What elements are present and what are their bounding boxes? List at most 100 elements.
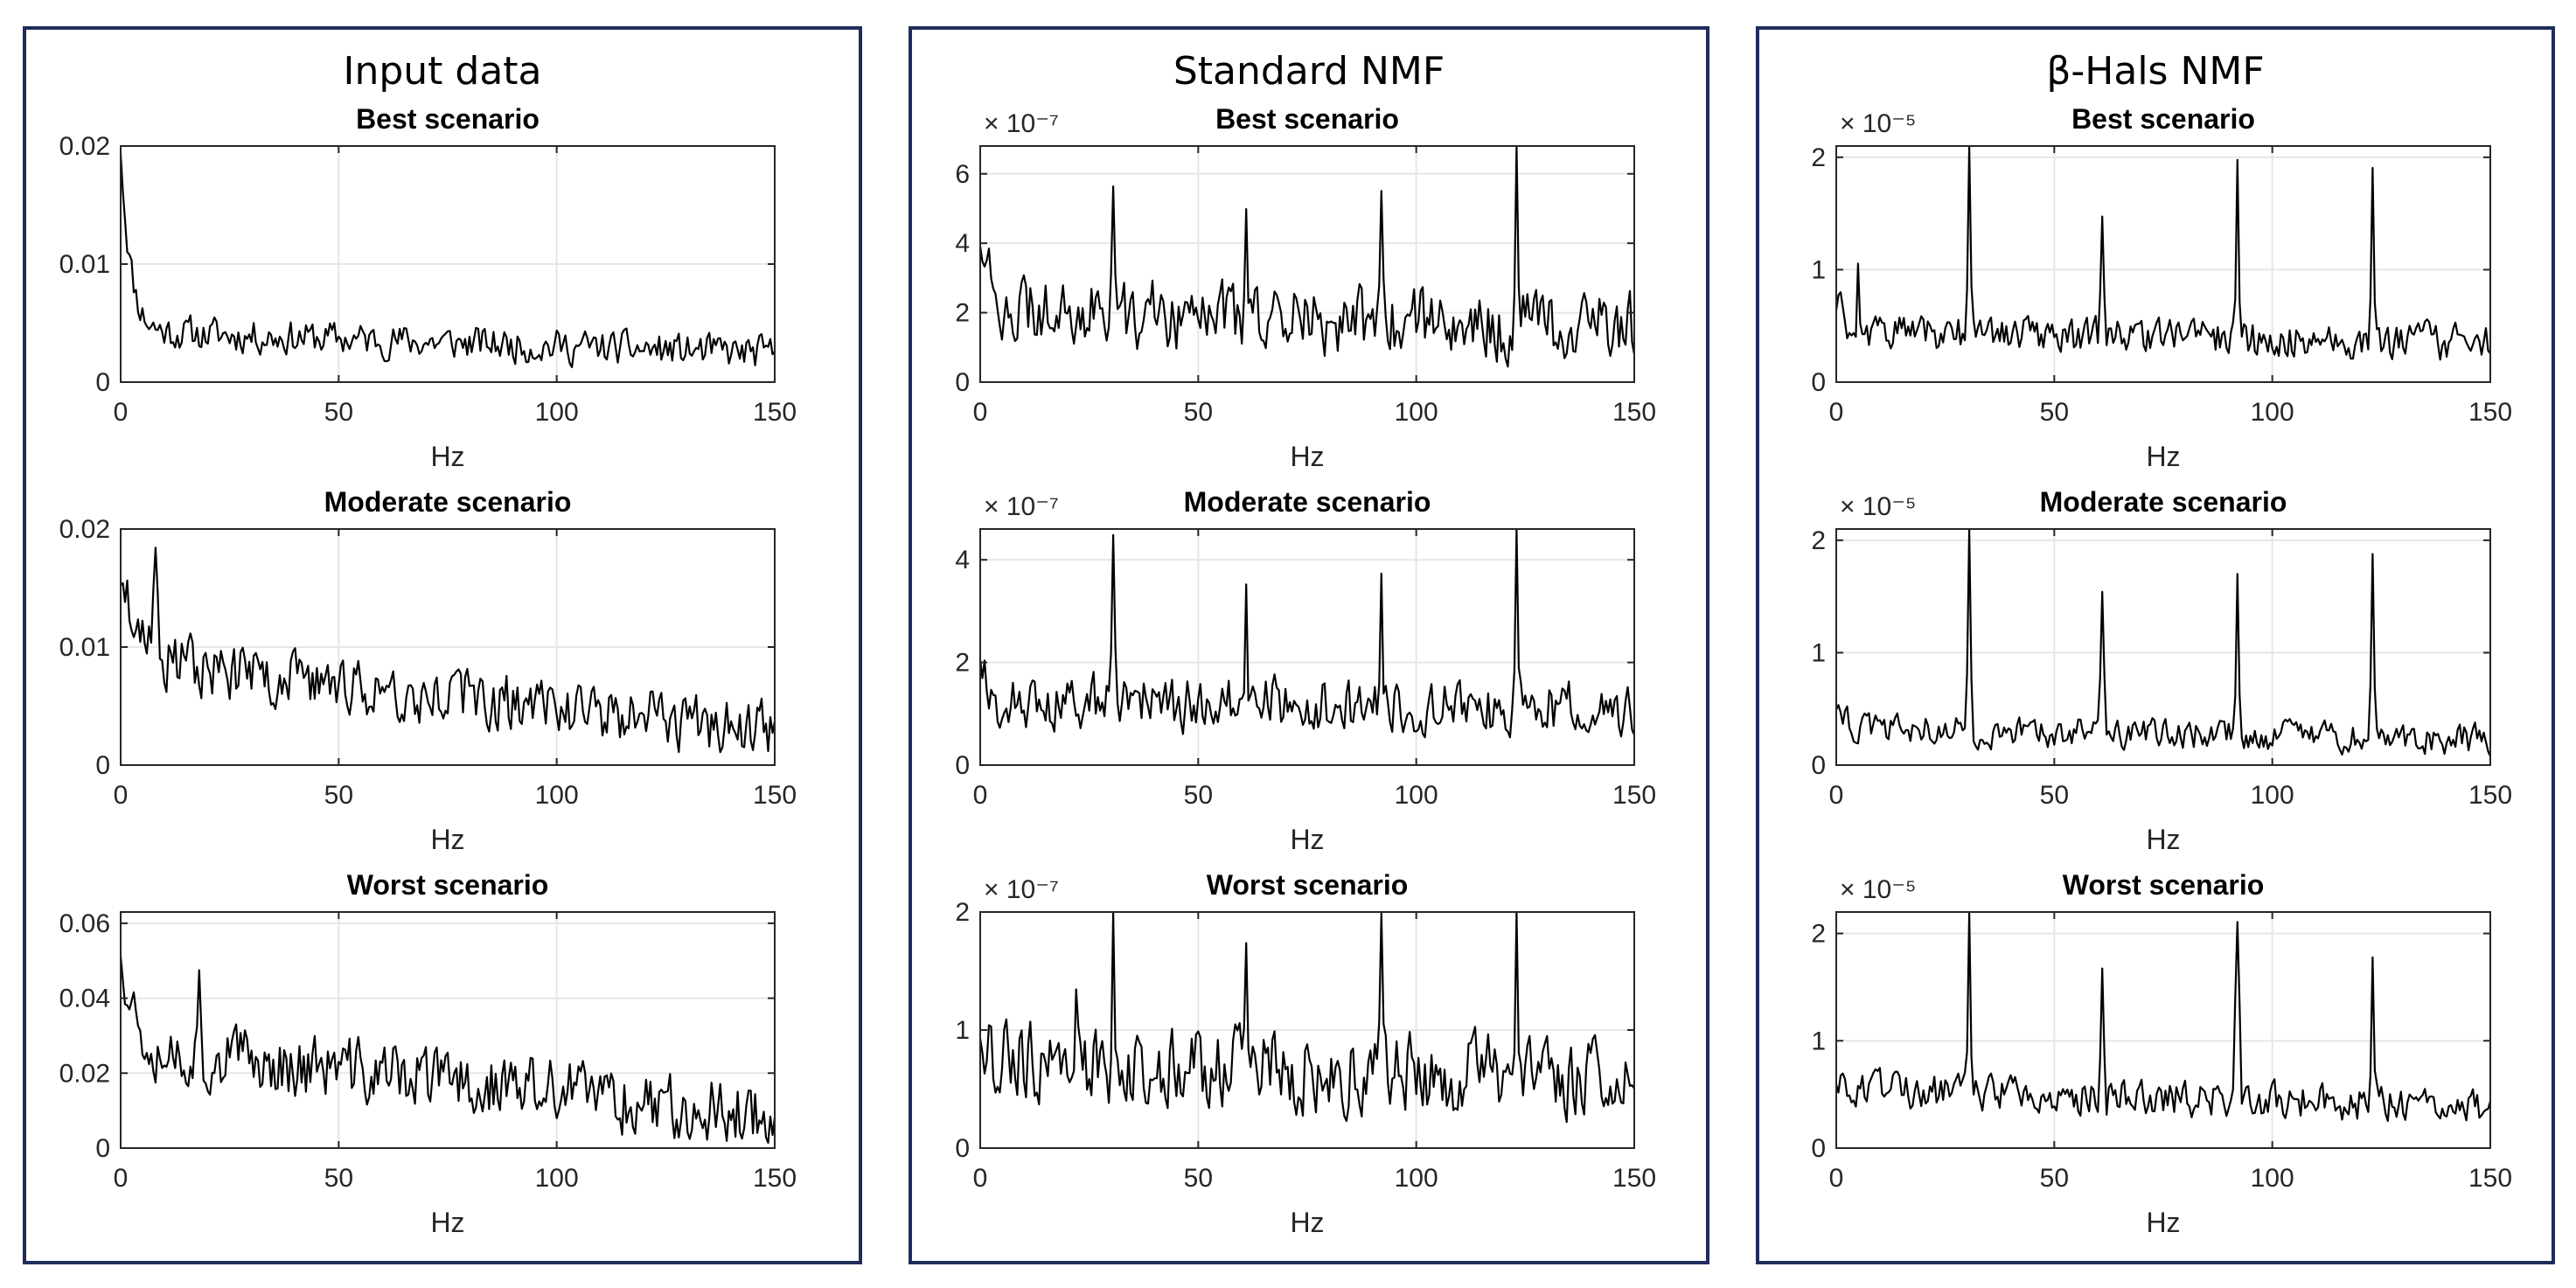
x-tick-label: 100 <box>2251 781 2294 810</box>
subplot-title: Worst scenario <box>2063 869 2265 901</box>
data-series-line <box>978 527 1636 739</box>
data-series-line <box>1835 144 2491 361</box>
subplot-title: Worst scenario <box>1207 869 1409 901</box>
subplot-title: Moderate scenario <box>324 486 572 518</box>
y-tick-label: 1 <box>1811 1027 1826 1055</box>
y-tick-label: 0 <box>955 1134 970 1163</box>
axes-frame <box>1835 145 2491 383</box>
y-tick-label: 0.02 <box>59 1059 110 1088</box>
axis-multiplier: × 10⁻⁵ <box>1840 492 1917 521</box>
x-tick-label: 0 <box>1829 398 1844 427</box>
y-tick-label: 0 <box>1811 1134 1826 1163</box>
subplot-title: Best scenario <box>356 103 540 135</box>
y-tick-label: 0.04 <box>59 985 110 1013</box>
y-tick-label: 0 <box>1811 368 1826 397</box>
x-tick-label: 50 <box>2040 781 2069 810</box>
y-tick-label: 4 <box>955 546 970 574</box>
data-series-line <box>1835 910 2492 1122</box>
axes-frame <box>1835 911 2491 1149</box>
x-tick-label: 100 <box>2251 398 2294 427</box>
y-tick-label: 2 <box>1811 526 1826 555</box>
subplot-title: Best scenario <box>1215 103 1399 135</box>
y-tick-label: 2 <box>1811 143 1826 172</box>
x-tick-label: 100 <box>2251 1164 2294 1193</box>
x-tick-label: 100 <box>535 781 579 810</box>
subplot-title: Moderate scenario <box>2040 486 2287 518</box>
y-tick-label: 2 <box>955 898 970 927</box>
axes-frame <box>979 145 1635 383</box>
panel-input-data: Input data <box>23 26 862 1264</box>
y-tick-label: 1 <box>1811 255 1826 284</box>
y-tick-label: 4 <box>955 229 970 258</box>
subplot-title: Moderate scenario <box>1184 486 1431 518</box>
axis-multiplier: × 10⁻⁵ <box>1840 875 1917 904</box>
y-tick-label: 6 <box>955 160 970 189</box>
data-series-line <box>978 144 1636 368</box>
x-axis-label: Hz <box>2146 824 2180 855</box>
subplot-title: Best scenario <box>2071 103 2255 135</box>
axis-multiplier: × 10⁻⁷ <box>984 109 1059 138</box>
y-tick-label: 2 <box>1811 920 1826 949</box>
y-tick-label: 0.01 <box>59 633 110 662</box>
x-axis-label: Hz <box>1290 1207 1324 1238</box>
panel-title: β-Hals NMF <box>2046 49 2265 94</box>
y-tick-label: 0.02 <box>59 132 110 161</box>
x-axis-label: Hz <box>2146 441 2180 472</box>
x-tick-label: 50 <box>324 398 353 427</box>
x-tick-label: 100 <box>1395 398 1438 427</box>
x-tick-label: 0 <box>973 398 988 427</box>
data-series-line <box>978 910 1635 1124</box>
x-tick-label: 0 <box>973 1164 988 1193</box>
x-tick-label: 0 <box>114 398 129 427</box>
x-tick-label: 50 <box>324 1164 353 1193</box>
x-tick-label: 100 <box>1395 781 1438 810</box>
x-tick-label: 150 <box>2468 398 2512 427</box>
y-tick-label: 1 <box>955 1016 970 1045</box>
panel-title: Input data <box>343 49 542 94</box>
y-tick-label: 0 <box>955 751 970 780</box>
x-tick-label: 150 <box>753 781 797 810</box>
x-axis-label: Hz <box>1290 441 1324 472</box>
y-tick-label: 0 <box>95 751 110 780</box>
y-tick-label: 0 <box>95 1134 110 1163</box>
x-tick-label: 50 <box>2040 1164 2069 1193</box>
x-axis-label: Hz <box>2146 1207 2180 1238</box>
x-tick-label: 50 <box>2040 398 2069 427</box>
axes-frame <box>979 528 1635 766</box>
panel-title: Standard NMF <box>1173 49 1445 94</box>
axis-multiplier: × 10⁻⁷ <box>984 875 1059 904</box>
x-tick-label: 150 <box>1612 1164 1656 1193</box>
x-tick-label: 100 <box>1395 1164 1438 1193</box>
x-tick-label: 100 <box>535 398 579 427</box>
x-tick-label: 150 <box>1612 398 1656 427</box>
x-tick-label: 0 <box>114 781 129 810</box>
x-tick-label: 0 <box>114 1164 129 1193</box>
axes-frame <box>1835 528 2491 766</box>
data-series-line <box>119 153 776 368</box>
y-tick-label: 1 <box>1811 638 1826 667</box>
panel-beta-hals-nmf: β-Hals NMF <box>1756 26 2555 1264</box>
x-tick-label: 150 <box>2468 781 2512 810</box>
data-series-line <box>120 547 776 754</box>
axis-multiplier: × 10⁻⁷ <box>984 492 1059 521</box>
subplot-title: Worst scenario <box>347 869 549 901</box>
data-series-line <box>119 956 776 1144</box>
x-axis-label: Hz <box>1290 824 1324 855</box>
x-tick-label: 0 <box>1829 781 1844 810</box>
y-tick-label: 2 <box>955 649 970 678</box>
x-tick-label: 50 <box>324 781 353 810</box>
x-tick-label: 50 <box>1184 398 1213 427</box>
y-tick-label: 0.02 <box>59 515 110 544</box>
x-axis-label: Hz <box>430 441 464 472</box>
x-tick-label: 150 <box>2468 1164 2512 1193</box>
x-tick-label: 150 <box>1612 781 1656 810</box>
x-tick-label: 150 <box>753 1164 797 1193</box>
y-tick-label: 0.06 <box>59 909 110 938</box>
axes-frame <box>120 911 776 1149</box>
axis-multiplier: × 10⁻⁵ <box>1840 109 1917 138</box>
x-axis-label: Hz <box>430 1207 464 1238</box>
x-tick-label: 0 <box>973 781 988 810</box>
x-tick-label: 0 <box>1829 1164 1844 1193</box>
y-tick-label: 0 <box>955 368 970 397</box>
